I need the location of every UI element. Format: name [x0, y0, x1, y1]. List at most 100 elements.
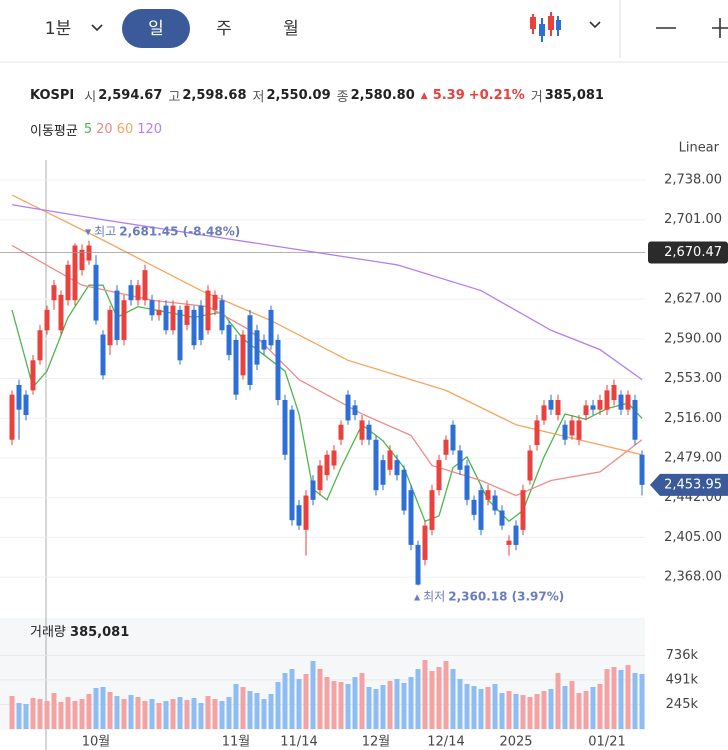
- candle-body: [247, 315, 253, 385]
- volume-bar: [436, 667, 442, 729]
- candle-body: [492, 495, 498, 511]
- candle-body: [359, 420, 365, 440]
- volume-bar: [100, 687, 106, 729]
- ma-line: [11, 204, 643, 381]
- interval-select[interactable]: 1분: [45, 19, 71, 39]
- tab[interactable]: 주: [216, 19, 232, 39]
- y-tick-label: 491k: [666, 672, 699, 687]
- chevron[interactable]: [589, 21, 601, 29]
- ma-legend: 이동평균 5 20 60 120: [30, 120, 166, 139]
- candle-body: [429, 490, 435, 530]
- volume-bar: [303, 674, 309, 729]
- volume-bar: [310, 661, 316, 729]
- candle-body: [233, 339, 239, 395]
- candle-body: [352, 405, 358, 416]
- candle-body: [205, 290, 211, 331]
- volume-bar: [478, 689, 484, 729]
- volume-bar: [177, 697, 183, 729]
- volume-title-value: 385,081: [70, 625, 129, 640]
- candle-body: [163, 305, 169, 331]
- volume-bar: [506, 691, 512, 729]
- volume-bar: [422, 660, 428, 729]
- candle-body: [506, 540, 512, 545]
- volume-bar: [93, 688, 99, 729]
- candle-body: [625, 394, 631, 410]
- annotation-marker: ▲: [414, 592, 421, 601]
- field-value: 2,598.68: [182, 88, 247, 103]
- candle-body: [268, 309, 274, 346]
- x-tick-label: 12월: [362, 735, 391, 750]
- candle-body: [527, 450, 533, 481]
- volume-bar: [275, 682, 281, 729]
- candle-body: [394, 460, 400, 476]
- candle-body: [604, 390, 610, 410]
- ma-line: [11, 194, 643, 456]
- volume-bar: [555, 673, 561, 729]
- chevron[interactable]: [91, 24, 103, 32]
- tab-active-bg[interactable]: [122, 9, 190, 48]
- volume-bar: [331, 681, 337, 729]
- candle-body: [639, 454, 645, 485]
- chart-type-icon[interactable]: [530, 12, 561, 42]
- volume-bar: [65, 697, 71, 729]
- y-tick-label: 2,479.00: [664, 450, 722, 465]
- volume-bar: [296, 679, 302, 729]
- candle-body: [212, 294, 218, 310]
- candle-body: [93, 264, 99, 321]
- volume-bar: [359, 673, 365, 729]
- y-tick-label: 736k: [666, 648, 699, 663]
- volume-bar: [72, 701, 78, 729]
- volume-bar: [464, 684, 470, 729]
- volume-bar: [79, 699, 85, 729]
- volume-bar: [639, 674, 645, 729]
- candle-body: [548, 400, 554, 410]
- candle-body: [590, 405, 596, 410]
- x-tick-label: 11월: [222, 735, 251, 750]
- change-marker: ▲: [420, 90, 428, 101]
- zoom-in[interactable]: [712, 18, 728, 38]
- volume-bar: [226, 697, 232, 729]
- volume-bar: [499, 693, 505, 729]
- candle-body: [9, 394, 15, 440]
- crosshair-badge: [648, 241, 728, 264]
- volume-bar: [324, 677, 330, 729]
- ma-line: [11, 244, 643, 497]
- candle-body: [44, 309, 50, 331]
- candle-body: [226, 324, 232, 355]
- volume-bar: [16, 703, 22, 729]
- x-tick-label: 01/21: [588, 735, 625, 750]
- volume-bar: [23, 704, 29, 729]
- candle-body: [324, 454, 330, 476]
- volume-bar: [492, 684, 498, 729]
- ma-line: [11, 284, 643, 523]
- tab[interactable]: 일: [148, 19, 164, 39]
- candle-body: [513, 525, 519, 545]
- candle-body: [471, 499, 477, 515]
- candle-body: [58, 294, 64, 331]
- y-tick-label: 2,738.00: [664, 173, 722, 188]
- candle-body: [303, 495, 309, 530]
- volume-bar: [345, 684, 351, 729]
- candle-body: [408, 490, 414, 545]
- candle-body: [30, 360, 36, 391]
- candle-body: [611, 385, 617, 401]
- y-tick-label: 245k: [666, 697, 699, 712]
- candle-body: [373, 439, 379, 491]
- candle-body: [457, 450, 463, 470]
- volume-title-label: 거래량: [30, 625, 66, 640]
- y-tick-label: 2,516.00: [664, 411, 722, 426]
- volume-bar: [268, 694, 274, 729]
- candle-body: [555, 400, 561, 416]
- tab[interactable]: 월: [283, 19, 299, 39]
- candle-body: [583, 405, 589, 416]
- volume-bar: [534, 694, 540, 729]
- candle-body: [345, 394, 351, 421]
- candle-body: [100, 334, 106, 376]
- volume-bar: [142, 701, 148, 729]
- annotation-value: 2,681.45 (-8.48%): [119, 224, 240, 238]
- volume: 385,081: [544, 88, 604, 103]
- last-price-badge: [650, 473, 728, 496]
- volume-bar: [387, 681, 393, 729]
- scale-label[interactable]: Linear: [679, 141, 720, 156]
